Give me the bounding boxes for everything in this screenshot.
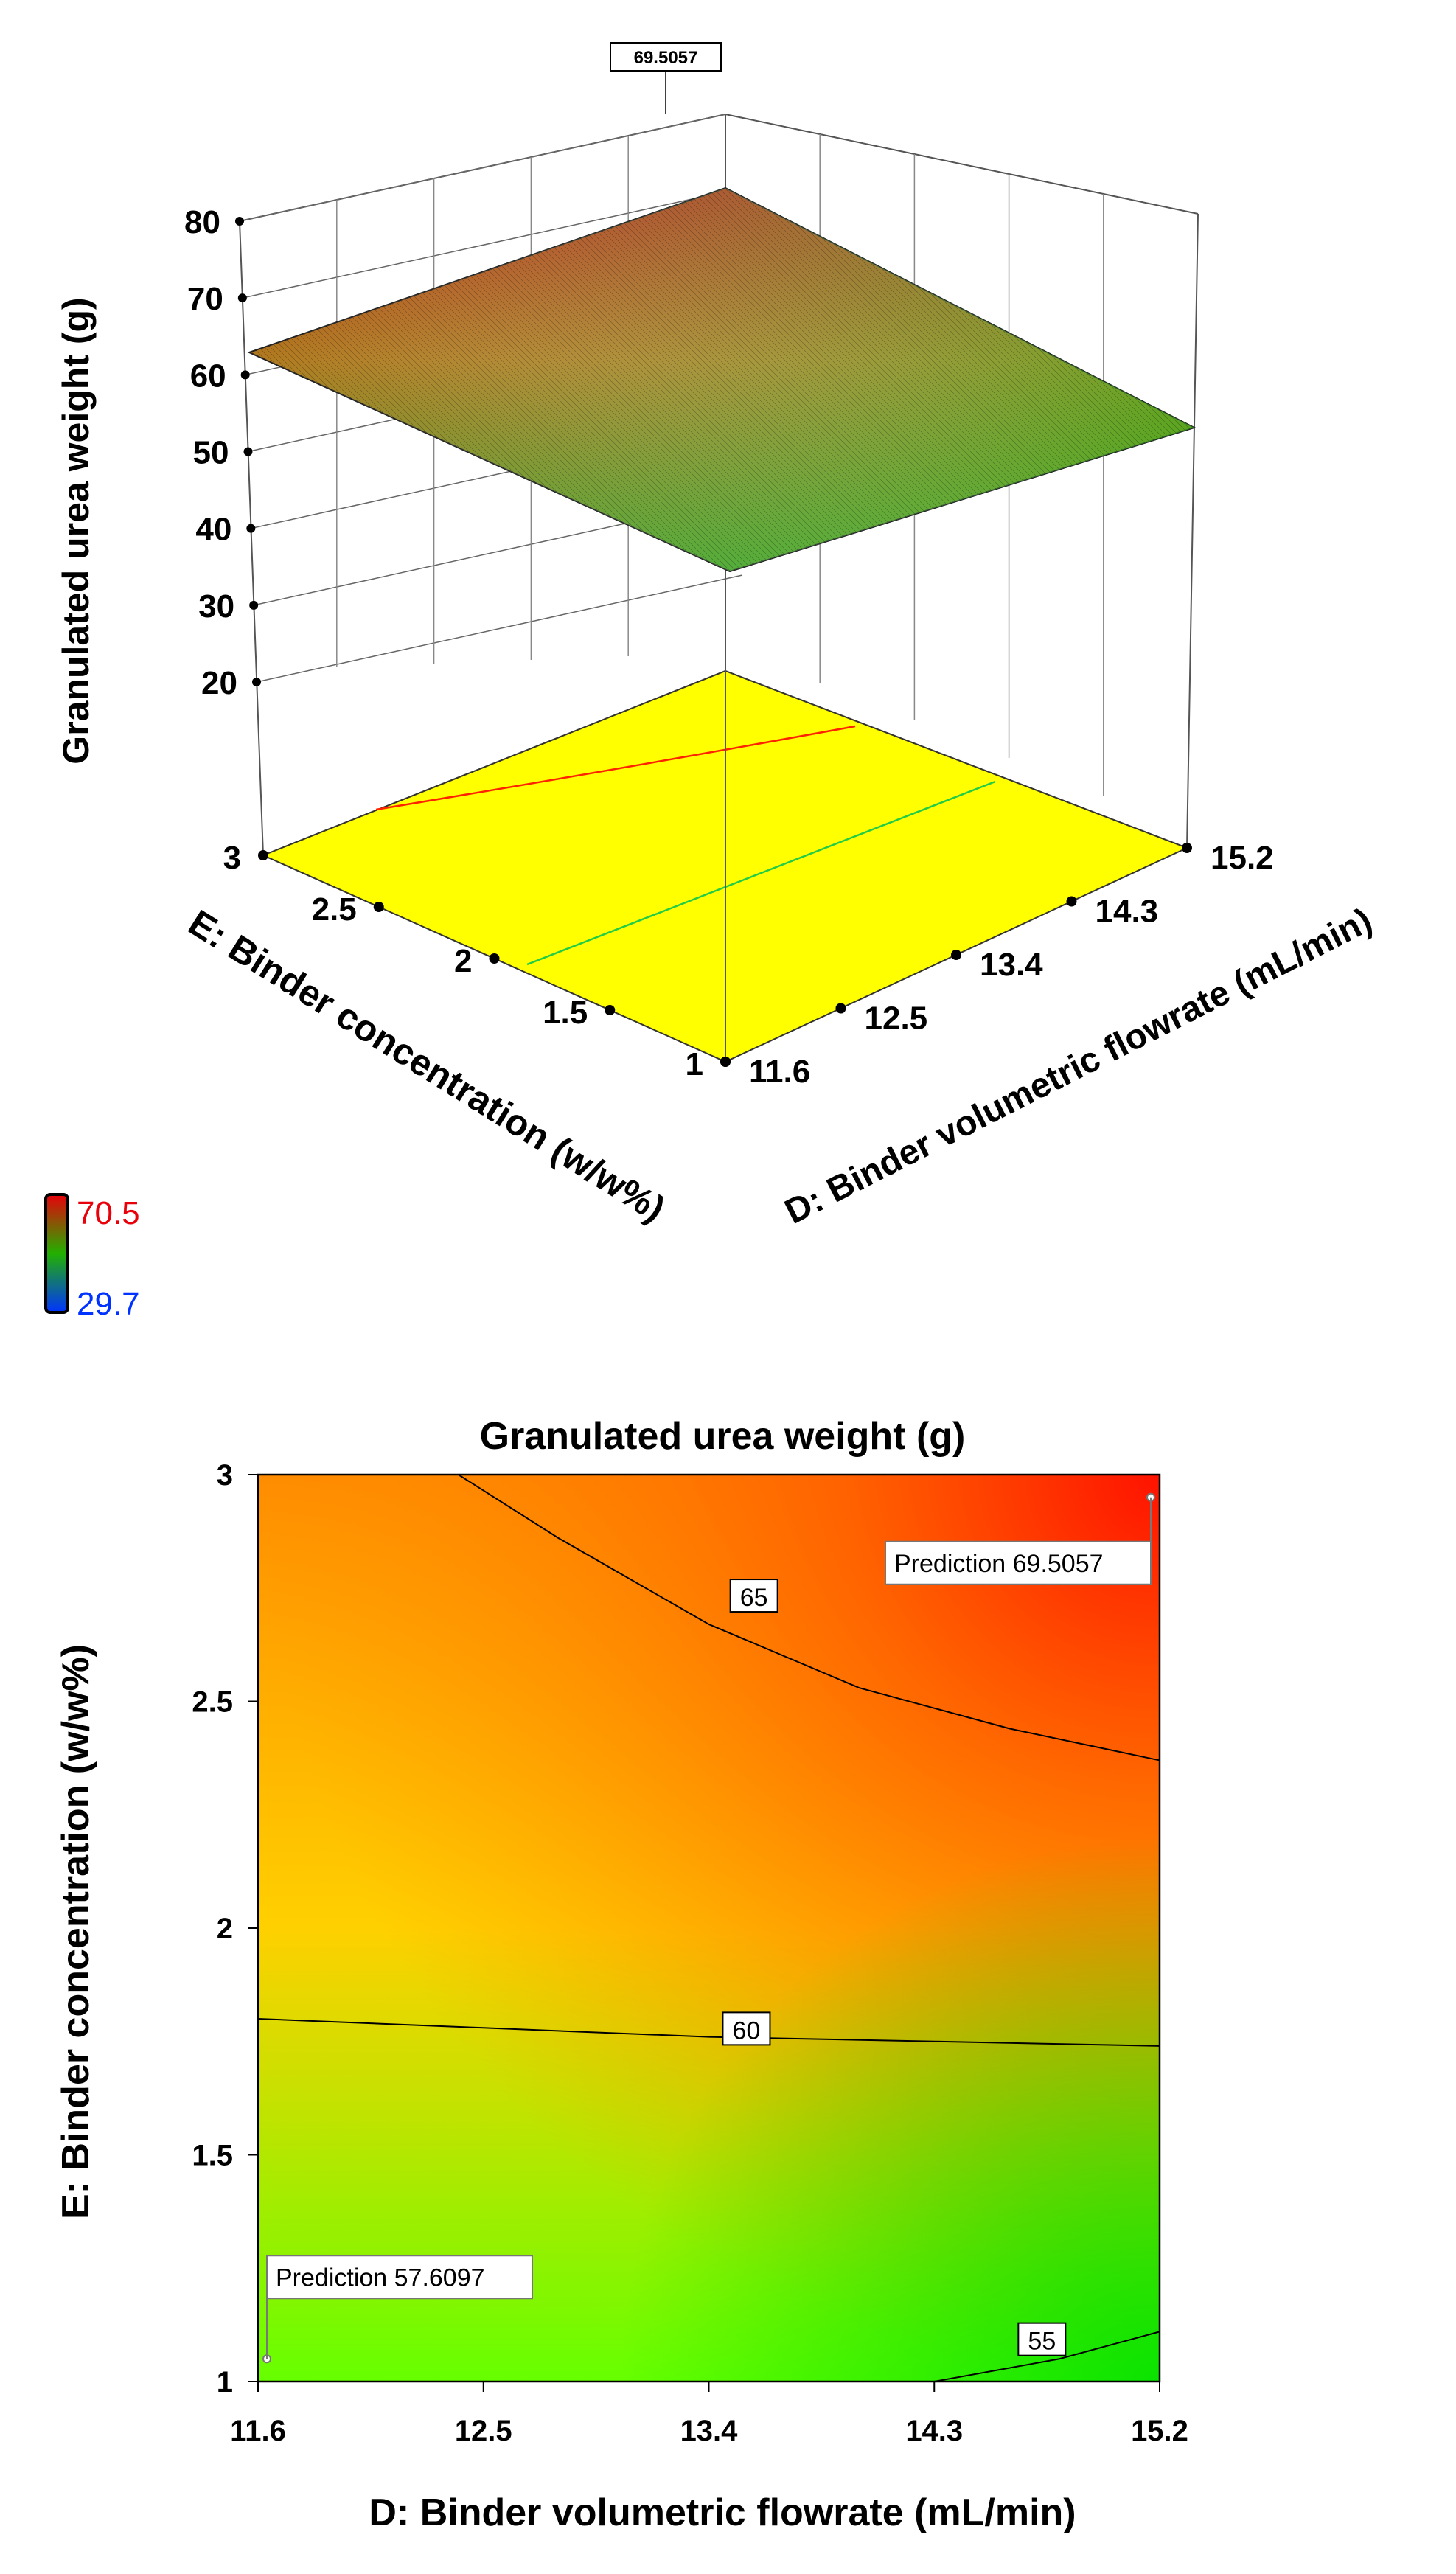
contour-level-label: 55 — [1028, 2328, 1056, 2356]
e-tick-label: 3 — [223, 840, 241, 876]
d-tick-mark — [1066, 896, 1077, 907]
y-tick-label: 3 — [217, 1459, 233, 1492]
contour-label-box — [1017, 2322, 1067, 2356]
z-gridline — [256, 574, 743, 683]
z-tick-mark — [235, 217, 244, 226]
contour-line-55 — [934, 2331, 1160, 2382]
z-gridline — [242, 190, 728, 299]
z-tick-mark — [240, 370, 250, 380]
d-tick-mark — [1182, 843, 1192, 853]
response-surface-mesh — [249, 188, 1194, 571]
contour-level-label: 60 — [733, 2017, 761, 2045]
d-tick-label: 12.5 — [865, 1001, 928, 1037]
y-tick-label: 2.5 — [192, 1686, 233, 1719]
contour-lines: 55 60 65 — [257, 1474, 1160, 2382]
contour-line-60 — [257, 2018, 1160, 2047]
e-tick-label: 2.5 — [312, 891, 357, 928]
e-tick-mark — [258, 850, 268, 860]
max-label-box — [610, 42, 722, 72]
z-tick-mark — [252, 678, 261, 686]
x-tick-label: 13.4 — [680, 2415, 739, 2447]
contour-label-box — [722, 2011, 771, 2046]
x-tick-label: 11.6 — [230, 2415, 286, 2447]
z-tick-label: 20 — [201, 665, 237, 701]
d-tick-mark — [835, 1003, 846, 1014]
prediction-label: Prediction 69.5057 — [894, 1550, 1104, 1578]
d-tick-label: 14.3 — [1096, 894, 1159, 930]
x-tick-label: 15.2 — [1131, 2415, 1188, 2447]
z-tick-label: 60 — [190, 358, 226, 394]
prediction-markers: Prediction 69.5057 Prediction 57.6097 — [262, 1492, 1155, 2364]
contour-heat-green — [258, 1475, 1160, 2382]
z-tick-mark — [237, 293, 247, 303]
e-tick-label: 2 — [454, 943, 472, 979]
z-tick-label: 50 — [193, 435, 229, 471]
d-axis-ticks: 11.6 12.5 13.4 14.3 15.2 — [720, 840, 1274, 1090]
colorbar-min-label: 29.7 — [77, 1286, 140, 1322]
d-tick-mark — [951, 950, 961, 960]
contour-y-ticks: 1 1.5 2 2.5 3 — [192, 1459, 258, 2399]
d-tick-label: 11.6 — [749, 1054, 810, 1090]
prediction-box — [885, 1540, 1152, 1585]
contour-line-65 — [458, 1474, 1160, 1761]
d-tick-label: 15.2 — [1211, 840, 1274, 876]
z-tick-mark — [249, 600, 259, 610]
y-tick-label: 1 — [217, 2366, 233, 2399]
floor-contour-green — [526, 780, 996, 966]
d-tick-label: 13.4 — [980, 947, 1043, 983]
x-tick-label: 12.5 — [455, 2415, 512, 2447]
e-tick-mark — [373, 902, 384, 912]
e-tick-label: 1 — [686, 1046, 703, 1082]
prediction-box — [266, 2255, 533, 2300]
d-tick-mark — [720, 1057, 731, 1067]
z-axis-ticks: 20 30 40 50 60 70 80 — [184, 204, 261, 701]
z-gridline — [239, 114, 726, 222]
y-tick-label: 2 — [217, 1913, 233, 1945]
contour-x-ticks: 11.6 12.5 13.4 14.3 15.2 — [230, 2382, 1188, 2447]
e-tick-mark — [489, 953, 500, 964]
surface-plot: 69.5057 20 30 40 50 60 70 80 Granulated urea w… — [44, 42, 1378, 1322]
max-label: 69.5057 — [634, 48, 698, 68]
floor-contour-red — [375, 725, 856, 811]
contour-label-box — [729, 1579, 778, 1613]
prediction-label: Prediction 57.6097 — [276, 2264, 485, 2292]
contour-level-label: 65 — [740, 1584, 768, 1612]
contour-y-title: E: Binder concentration (w/w%) — [55, 1644, 97, 2219]
z-tick-label: 40 — [195, 512, 231, 548]
z-axis-title: Granulated urea weight (g) — [55, 297, 97, 764]
y-tick-label: 1.5 — [192, 2140, 233, 2172]
contour-plot: Granulated urea weight (g) 55 60 65 Predic… — [55, 1415, 1188, 2534]
z-tick-label: 30 — [198, 588, 234, 625]
contour-x-title: D: Binder volumetric flowrate (mL/min) — [369, 2491, 1076, 2534]
e-tick-label: 1.5 — [543, 995, 588, 1031]
e-tick-mark — [605, 1005, 616, 1015]
z-tick-label: 80 — [184, 204, 220, 240]
x-tick-label: 14.3 — [905, 2415, 963, 2447]
z-tick-mark — [246, 524, 256, 533]
colorbar — [44, 1193, 69, 1314]
z-tick-mark — [243, 447, 253, 456]
e-axis-ticks: 3 2.5 2 1.5 1 — [223, 840, 731, 1082]
z-tick-label: 70 — [187, 281, 223, 317]
colorbar-max-label: 70.5 — [77, 1195, 140, 1231]
contour-title: Granulated urea weight (g) — [480, 1415, 966, 1458]
